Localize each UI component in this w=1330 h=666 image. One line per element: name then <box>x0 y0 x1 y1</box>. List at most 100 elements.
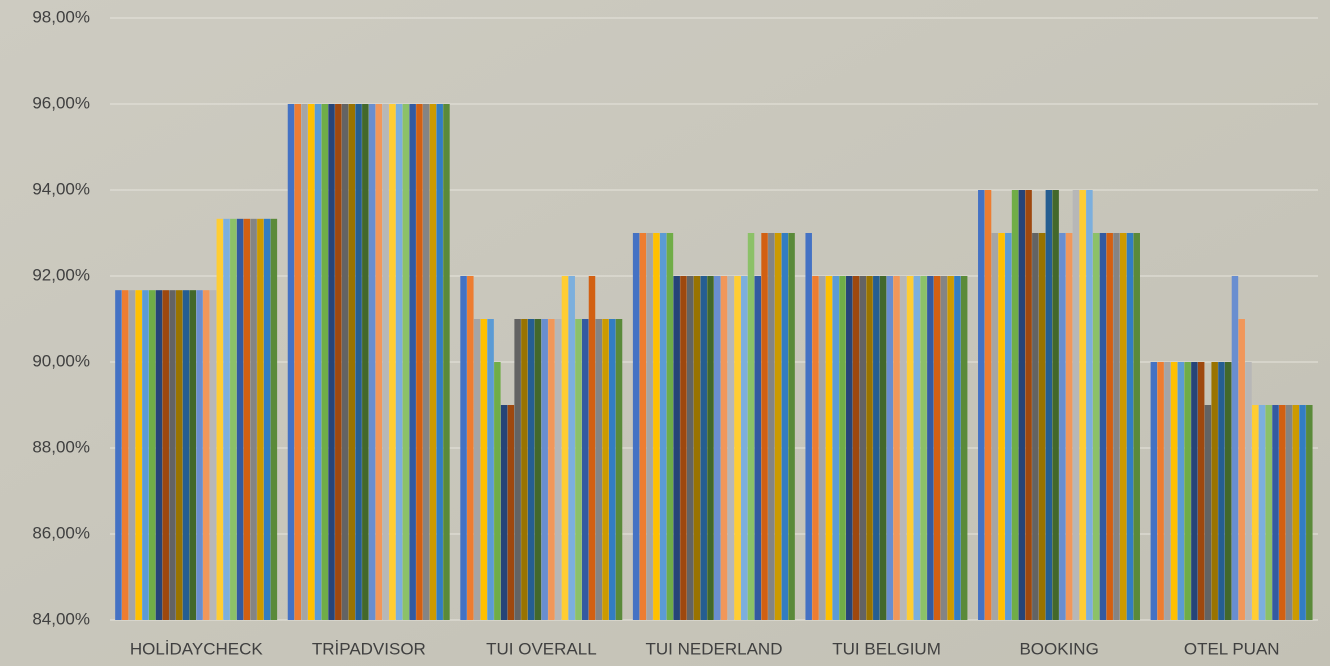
bar <box>460 276 467 620</box>
y-tick-label: 88,00% <box>32 437 90 456</box>
bar <box>362 104 369 620</box>
bar <box>940 276 948 620</box>
bar <box>1126 233 1134 620</box>
bar <box>189 290 197 620</box>
bar <box>852 276 860 620</box>
bar <box>595 319 602 620</box>
bar <box>720 276 728 620</box>
bar <box>734 276 741 620</box>
bar <box>714 276 721 620</box>
bar <box>257 218 264 620</box>
bar <box>1052 190 1059 620</box>
bar <box>402 104 410 620</box>
bar <box>879 276 887 620</box>
bar <box>1005 233 1012 620</box>
x-tick-label: TUI BELGIUM <box>832 639 941 658</box>
bar <box>308 104 315 620</box>
bar <box>121 290 129 620</box>
y-tick-label: 96,00% <box>32 93 90 112</box>
y-tick-label: 92,00% <box>32 265 90 284</box>
bar <box>1251 405 1259 620</box>
bar <box>203 290 210 620</box>
bar <box>534 319 542 620</box>
bar <box>1238 319 1245 620</box>
bar <box>575 319 582 620</box>
x-tick-label: TUI OVERALL <box>486 639 597 658</box>
bar <box>920 276 927 620</box>
bar <box>686 276 694 620</box>
bar <box>443 104 450 620</box>
bar <box>436 104 443 620</box>
bar <box>236 218 244 620</box>
bar <box>673 276 680 620</box>
bar <box>859 276 867 620</box>
bar <box>1018 190 1026 620</box>
bar <box>1279 405 1286 620</box>
bar <box>1306 405 1313 620</box>
bar <box>768 233 775 620</box>
bar <box>128 290 136 620</box>
bar <box>1072 190 1080 620</box>
bar <box>568 276 575 620</box>
bar <box>1150 362 1158 620</box>
bar <box>1224 362 1232 620</box>
bar <box>659 233 667 620</box>
bar <box>805 233 812 620</box>
bar <box>761 233 768 620</box>
bar <box>1038 233 1046 620</box>
bar <box>1092 233 1100 620</box>
bar <box>1099 233 1107 620</box>
bar <box>1059 233 1066 620</box>
bar <box>135 290 142 620</box>
y-tick-label: 94,00% <box>32 179 90 198</box>
bar <box>741 276 748 620</box>
bar <box>1231 276 1239 620</box>
x-tick-label: HOLİDAYCHECK <box>130 639 264 658</box>
bar <box>1164 362 1171 620</box>
bar <box>984 190 992 620</box>
bar <box>788 233 795 620</box>
bar <box>389 104 396 620</box>
bar <box>1086 190 1093 620</box>
bar <box>1170 362 1178 620</box>
bar <box>169 290 176 620</box>
bar <box>581 319 589 620</box>
bar <box>321 104 329 620</box>
bar <box>900 276 907 620</box>
bar <box>467 276 474 620</box>
bar <box>747 233 755 620</box>
bar <box>960 276 968 620</box>
bar <box>155 290 163 620</box>
bar <box>301 104 308 620</box>
y-tick-label: 98,00% <box>32 7 90 26</box>
bar <box>906 276 914 620</box>
bar <box>375 104 383 620</box>
bar <box>521 319 528 620</box>
bar <box>812 276 819 620</box>
bar <box>653 233 660 620</box>
bar <box>832 276 839 620</box>
y-tick-label: 90,00% <box>32 351 90 370</box>
bar <box>1299 405 1306 620</box>
bar <box>646 233 653 620</box>
bar <box>1292 405 1300 620</box>
bar <box>1245 362 1252 620</box>
x-tick-label: TRİPADVISOR <box>312 639 426 658</box>
bar <box>632 233 640 620</box>
bar <box>196 290 203 620</box>
bar <box>416 104 423 620</box>
bar <box>1211 362 1218 620</box>
bar <box>754 276 762 620</box>
bar <box>825 276 833 620</box>
bar <box>473 319 481 620</box>
bar <box>348 104 356 620</box>
x-tick-label: OTEL PUAN <box>1184 639 1280 658</box>
bar <box>223 218 230 620</box>
bar <box>270 218 278 620</box>
bar <box>1079 190 1086 620</box>
bar <box>693 276 701 620</box>
x-tick-label: BOOKING <box>1019 639 1098 658</box>
bar <box>886 276 894 620</box>
bar <box>341 104 349 620</box>
bar <box>866 276 873 620</box>
